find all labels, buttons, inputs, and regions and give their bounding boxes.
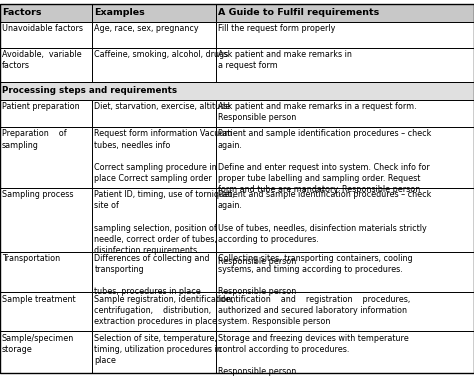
Text: Sample registration, identification,
centrifugation,    distribution,
extraction: Sample registration, identification, cen…	[94, 294, 234, 326]
Bar	[216, 100, 474, 127]
Text: Ask patient and make remarks in
a request form: Ask patient and make remarks in a reques…	[218, 50, 351, 70]
Bar	[0, 48, 92, 82]
Text: Request form information Vacuum
tubes, needles info

Correct sampling procedure : Request form information Vacuum tubes, n…	[94, 129, 233, 183]
Text: Collecting sites, transporting containers, cooling
systems, and timing according: Collecting sites, transporting container…	[218, 254, 412, 296]
Bar	[92, 188, 216, 252]
Text: Ask patient and make remarks in a request form.
Responsible person: Ask patient and make remarks in a reques…	[218, 102, 416, 122]
Bar	[0, 252, 92, 292]
Bar	[216, 188, 474, 252]
Bar	[216, 48, 474, 82]
Bar	[92, 48, 216, 82]
Text: Avoidable,  variable
factors: Avoidable, variable factors	[2, 50, 82, 70]
Text: Fill the request form properly: Fill the request form properly	[218, 24, 335, 33]
Bar	[0, 292, 92, 331]
Bar	[92, 127, 216, 188]
Text: Processing steps and requirements: Processing steps and requirements	[2, 86, 177, 95]
Bar	[92, 252, 216, 292]
Text: Unavoidable factors: Unavoidable factors	[2, 24, 83, 33]
Text: Patient and sample identification procedures – check
again.

Use of tubes, needl: Patient and sample identification proced…	[218, 190, 431, 266]
Bar	[216, 22, 474, 48]
Bar	[0, 188, 92, 252]
Text: Differences of collecting and
transporting

tubes, procedures in place: Differences of collecting and transporti…	[94, 254, 210, 296]
Bar	[0, 100, 92, 127]
Bar	[92, 22, 216, 48]
Text: Caffeine, smoking, alcohol, drugs: Caffeine, smoking, alcohol, drugs	[94, 50, 228, 59]
Bar	[216, 292, 474, 331]
Bar	[92, 4, 216, 22]
Bar	[92, 100, 216, 127]
Text: Sampling process: Sampling process	[2, 190, 73, 199]
Text: A Guide to Fulfil requirements: A Guide to Fulfil requirements	[218, 8, 379, 17]
Bar	[92, 331, 216, 373]
Bar	[216, 127, 474, 188]
Text: Sample/specimen
storage: Sample/specimen storage	[2, 334, 74, 354]
Text: Sample treatment: Sample treatment	[2, 294, 75, 303]
Bar	[216, 331, 474, 373]
Text: Selection of site, temperature,
timing, utilization procedures in
place: Selection of site, temperature, timing, …	[94, 334, 222, 365]
Text: Examples: Examples	[94, 8, 145, 17]
Bar	[216, 4, 474, 22]
Bar	[0, 4, 92, 22]
Bar	[216, 252, 474, 292]
Text: Diet, starvation, exercise, altitude: Diet, starvation, exercise, altitude	[94, 102, 230, 111]
Text: Transportation: Transportation	[2, 254, 60, 263]
Text: Patient ID, timing, use of torniquet,
site of

sampling selection, position of
n: Patient ID, timing, use of torniquet, si…	[94, 190, 235, 255]
Bar	[92, 292, 216, 331]
Text: Patient and sample identification procedures – check
again.

Define and enter re: Patient and sample identification proced…	[218, 129, 431, 194]
Bar	[0, 82, 474, 100]
Text: Patient preparation: Patient preparation	[2, 102, 80, 111]
Text: Storage and freezing devices with temperature
control according to procedures.

: Storage and freezing devices with temper…	[218, 334, 408, 376]
Bar	[0, 22, 92, 48]
Bar	[0, 331, 92, 373]
Text: Age, race, sex, pregnancy: Age, race, sex, pregnancy	[94, 24, 199, 33]
Text: Identification    and    registration    procedures,
authorized and secured labo: Identification and registration procedur…	[218, 294, 410, 326]
Text: Factors: Factors	[2, 8, 41, 17]
Text: Preparation    of
sampling: Preparation of sampling	[2, 129, 66, 150]
Bar	[0, 127, 92, 188]
